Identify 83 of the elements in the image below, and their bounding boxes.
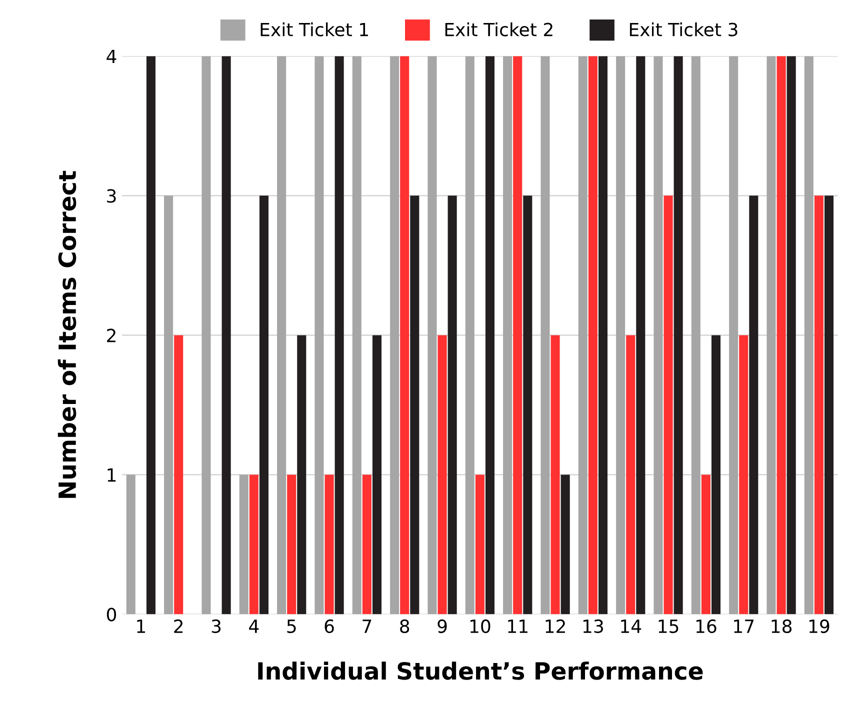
bar bbox=[749, 196, 758, 614]
bar bbox=[654, 56, 663, 614]
bar bbox=[814, 196, 824, 614]
bar bbox=[202, 56, 211, 614]
y-tick-label: 2 bbox=[107, 328, 116, 342]
bar bbox=[523, 196, 532, 614]
bar bbox=[126, 474, 136, 614]
bar bbox=[448, 196, 457, 614]
bar bbox=[691, 56, 700, 614]
x-tick-label: 13 bbox=[583, 619, 603, 634]
bar bbox=[616, 56, 626, 614]
bar bbox=[277, 56, 286, 614]
x-axis-title: Individual Student’s Performance bbox=[258, 662, 703, 680]
legend-label: Exit Ticket 2 bbox=[445, 22, 552, 36]
x-tick-label: 18 bbox=[772, 619, 792, 634]
bar bbox=[164, 196, 174, 614]
legend-label: Exit Ticket 3 bbox=[630, 22, 738, 36]
bar bbox=[598, 56, 608, 614]
bar bbox=[334, 56, 344, 614]
bar bbox=[314, 56, 324, 614]
bar bbox=[711, 335, 721, 614]
bar bbox=[249, 474, 258, 614]
bar bbox=[578, 56, 588, 614]
bar bbox=[297, 335, 306, 614]
bar bbox=[674, 56, 683, 614]
bar bbox=[324, 474, 334, 614]
bar bbox=[636, 56, 646, 614]
bar bbox=[390, 56, 400, 614]
bar bbox=[626, 335, 636, 614]
x-tick-label: 12 bbox=[546, 619, 565, 633]
bar bbox=[776, 56, 786, 614]
x-tick-label: 7 bbox=[362, 620, 372, 633]
bar bbox=[352, 56, 362, 614]
bar bbox=[239, 474, 248, 614]
bar bbox=[400, 56, 410, 614]
x-tick-label: 5 bbox=[287, 620, 296, 634]
bar bbox=[465, 56, 474, 614]
bar bbox=[146, 56, 156, 614]
x-tick-label: 17 bbox=[734, 620, 754, 633]
y-axis-title: Number of Items Correct bbox=[58, 170, 76, 498]
bar bbox=[540, 56, 550, 614]
bar bbox=[410, 196, 420, 614]
bar bbox=[588, 56, 598, 614]
bar bbox=[804, 56, 814, 614]
x-tick-label: 4 bbox=[249, 620, 259, 633]
bar bbox=[174, 335, 184, 614]
x-tick-label: 8 bbox=[400, 619, 410, 634]
y-tick-label: 0 bbox=[106, 608, 116, 622]
x-tick-label: 9 bbox=[438, 619, 447, 634]
bar bbox=[428, 56, 437, 614]
bar bbox=[503, 56, 512, 614]
x-tick-label: 14 bbox=[621, 620, 642, 633]
bar bbox=[222, 56, 231, 614]
x-tick-label: 3 bbox=[212, 619, 221, 634]
bar bbox=[485, 56, 495, 614]
legend-label: Exit Ticket 1 bbox=[260, 22, 368, 36]
x-tick-label: 15 bbox=[658, 620, 678, 634]
x-tick-label: 11 bbox=[508, 620, 528, 633]
bar bbox=[786, 56, 796, 614]
y-tick-label: 3 bbox=[107, 189, 116, 203]
bar bbox=[560, 474, 570, 614]
bar bbox=[438, 335, 447, 614]
bar bbox=[362, 474, 372, 614]
bar bbox=[664, 196, 673, 614]
bar bbox=[259, 196, 268, 614]
x-tick-label: 10 bbox=[470, 619, 490, 634]
x-tick-label: 1 bbox=[137, 620, 145, 633]
bar bbox=[766, 56, 776, 614]
bar bbox=[287, 474, 296, 614]
bar bbox=[513, 56, 522, 614]
x-tick-label: 2 bbox=[174, 619, 183, 633]
bar bbox=[550, 335, 560, 614]
bar bbox=[739, 335, 748, 614]
y-tick-label: 4 bbox=[106, 50, 116, 64]
bar bbox=[372, 335, 382, 614]
bar bbox=[475, 474, 484, 614]
x-tick-label: 16 bbox=[696, 619, 716, 634]
x-tick-label: 19 bbox=[809, 619, 830, 634]
y-tick-label: 1 bbox=[108, 468, 116, 482]
x-tick-label: 6 bbox=[324, 619, 334, 634]
bar bbox=[824, 196, 834, 614]
bar bbox=[729, 56, 738, 614]
bar bbox=[701, 474, 710, 614]
